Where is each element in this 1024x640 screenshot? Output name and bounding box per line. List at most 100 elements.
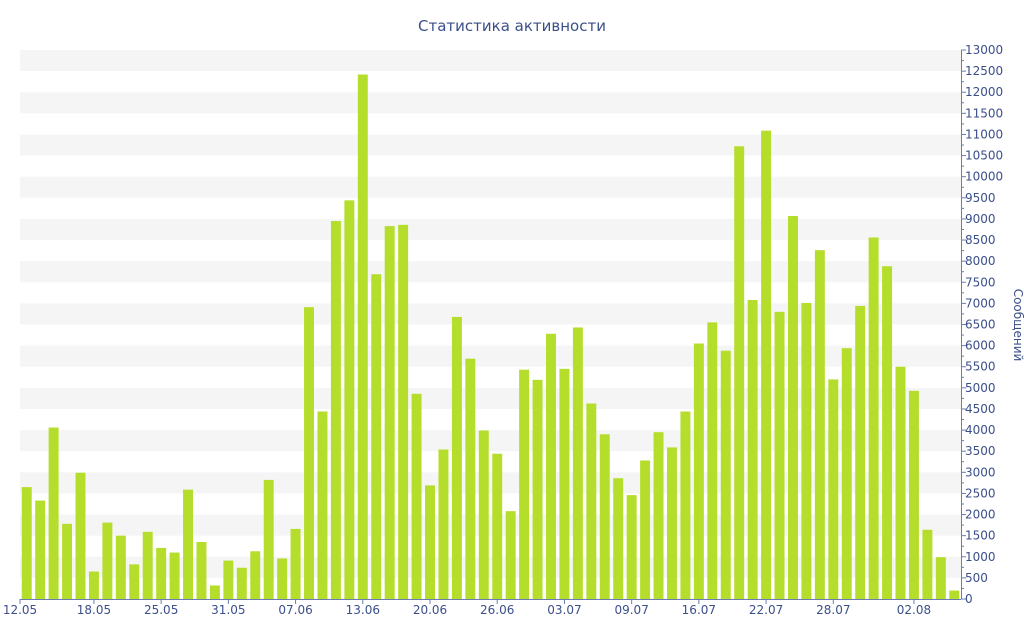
bar-series [21,74,960,600]
grid-band [20,261,961,283]
grid-band [20,92,961,114]
bar [747,300,758,599]
x-tick-label: 13.06 [346,603,380,617]
bar [492,453,503,599]
y-tick-label: 500 [965,571,988,585]
grid-band [20,303,961,325]
y-tick-label: 4000 [965,423,996,437]
bar [330,221,341,599]
bar [559,368,570,599]
y-tick-label: 1000 [965,550,996,564]
y-tick-label: 8000 [965,254,996,268]
x-tick-label: 25.05 [144,603,178,617]
x-tick-label: 02.08 [897,603,931,617]
bar [855,305,866,599]
bar [183,489,194,599]
x-tick-label: 28.07 [816,603,850,617]
bar [209,585,220,599]
y-tick-label: 13000 [965,43,1003,57]
bar [425,485,435,599]
bar [532,379,543,599]
bar [882,266,893,599]
bar [142,531,153,599]
x-tick-label: 16.07 [682,603,716,617]
bar [317,411,328,599]
bar [613,478,624,599]
y-tick-label: 2000 [965,508,996,522]
bar [438,449,449,599]
bar [707,322,718,599]
x-tick-label: 12.05 [3,603,37,617]
bar [196,541,207,599]
bar [640,460,651,599]
y-tick-label: 3500 [965,444,996,458]
bar [828,379,839,599]
y-tick-label: 9500 [965,191,996,205]
bar [304,307,314,599]
bar [115,535,126,599]
bar [572,327,583,599]
bar [935,557,946,599]
x-axis-ticks: 12.05 18.05 25.05 31.05 07.06 13.06 20.06 26.06… [3,599,931,617]
y-tick-label: 6500 [965,318,996,332]
bar [653,432,664,599]
bar [680,411,691,599]
bar [519,369,530,599]
y-tick-label: 0 [965,592,973,606]
x-tick-label: 09.07 [614,603,648,617]
grid-bands [20,50,961,578]
y-tick-label: 5500 [965,360,996,374]
bar [720,350,731,599]
y-tick-label: 10000 [965,170,1003,184]
bar [129,564,140,599]
bar [62,523,73,599]
bar [451,316,462,599]
bar [411,393,422,599]
bar [250,551,261,599]
bar [841,348,852,599]
y-tick-label: 8500 [965,233,996,247]
x-tick-label: 31.05 [211,603,245,617]
bar [156,547,167,599]
y-tick-label: 6000 [965,339,996,353]
bar [626,495,637,599]
y-tick-label: 4500 [965,402,996,416]
bar [88,571,99,599]
bar [48,427,59,599]
bar [371,274,382,599]
grid-band [20,134,961,156]
bar [801,302,812,599]
y-tick-label: 11000 [965,127,1003,141]
bar [169,552,180,599]
bar [868,237,879,599]
bar [586,403,597,599]
bar [895,366,906,599]
y-tick-label: 7500 [965,275,996,289]
bar [908,390,919,599]
x-tick-label: 26.06 [480,603,514,617]
y-tick-label: 9000 [965,212,996,226]
bar [344,200,355,599]
y-tick-label: 7000 [965,296,996,310]
x-tick-label: 22.07 [749,603,783,617]
y-tick-label: 2500 [965,486,996,500]
bar [814,250,825,600]
bar [277,558,288,599]
bar [949,590,960,599]
bar [290,528,301,599]
bar [102,522,113,599]
bar [787,215,798,599]
y-axis-ticks: 0 500 1000 1500 2000 2500 3000 3500 4000 4500 5000… [961,43,1003,606]
grid-band [20,176,961,198]
x-tick-label: 18.05 [77,603,111,617]
bar [75,472,86,599]
bar [398,224,409,599]
y-tick-label: 5000 [965,381,996,395]
chart-title: Статистика активности [418,17,606,35]
x-tick-label: 20.06 [413,603,447,617]
bar [465,358,476,599]
grid-band [20,50,961,72]
x-tick-label: 07.06 [278,603,312,617]
bar [263,479,274,599]
